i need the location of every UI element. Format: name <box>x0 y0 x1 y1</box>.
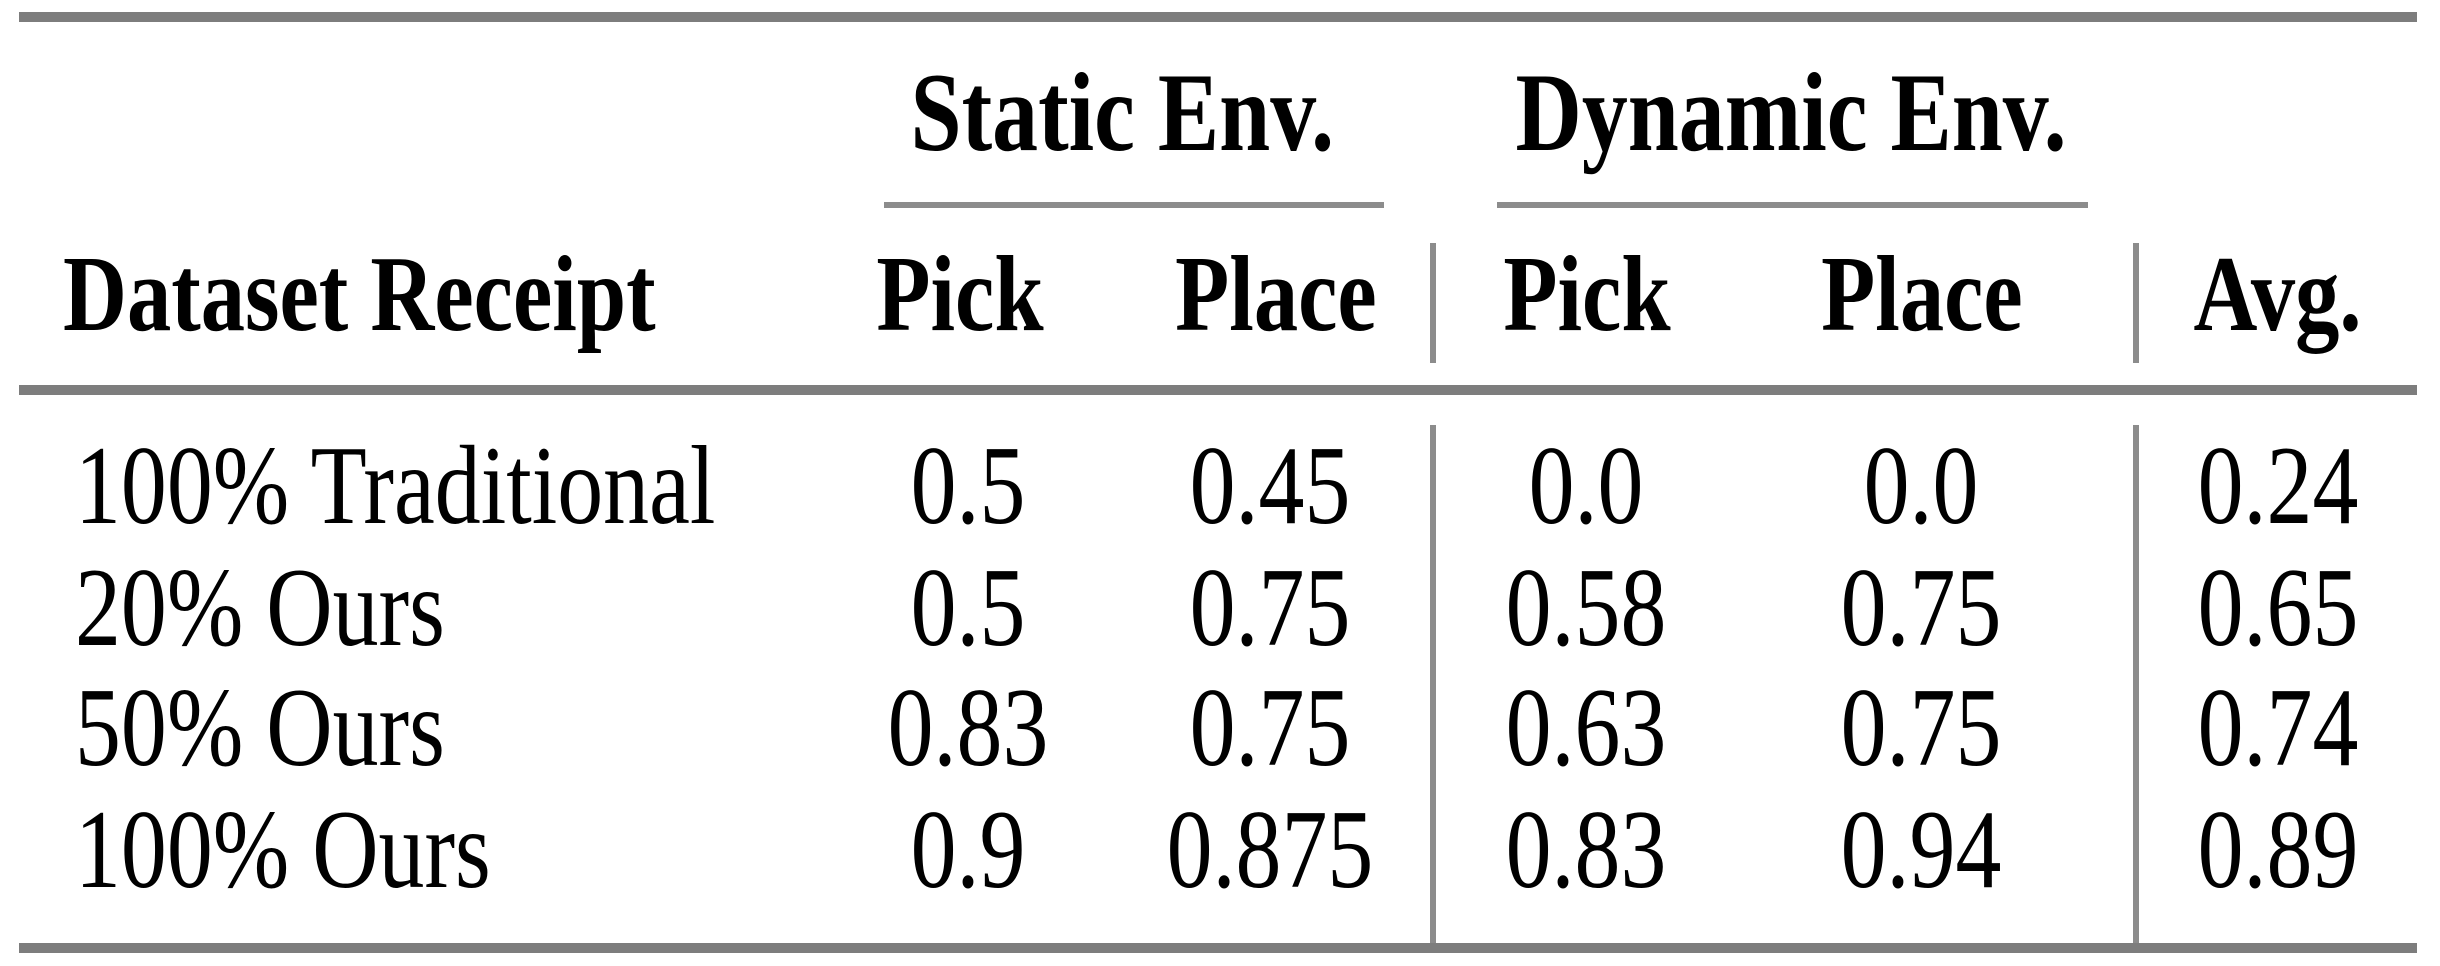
row-0-dynamic-place: 0.0 <box>1621 424 2221 548</box>
row-3-dynamic-place: 0.94 <box>1621 788 2221 912</box>
col-header-avg: Avg. <box>1977 235 2440 355</box>
col-header-dataset-receipt: Dataset Receipt <box>63 235 963 355</box>
row-3-static-place-value: 0.875 <box>1166 787 1374 912</box>
row-3-label: 100% Ours <box>75 788 975 912</box>
row-0-static-place-value: 0.45 <box>1189 423 1351 548</box>
header-body-rule <box>19 385 2417 395</box>
row-1-dynamic-place-value: 0.75 <box>1840 545 2002 670</box>
row-2-static-place: 0.75 <box>970 666 1570 790</box>
row-0-static-place: 0.45 <box>970 424 1570 548</box>
row-0-static-pick: 0.5 <box>668 424 1268 548</box>
row-2-label-text: 50% Ours <box>75 665 445 790</box>
col-header-dynamic-place: Place <box>1622 235 2222 355</box>
col-header-static-pick: Pick <box>660 235 1260 355</box>
top-rule <box>19 12 2417 22</box>
row-3-avg-value: 0.89 <box>2197 787 2359 912</box>
row-3-static-place: 0.875 <box>970 788 1570 912</box>
row-0-dynamic-pick-value: 0.0 <box>1528 423 1644 548</box>
row-1-dynamic-place: 0.75 <box>1621 546 2221 670</box>
col-header-dynamic-pick-label: Pick <box>1503 235 1671 354</box>
row-1-static-pick: 0.5 <box>668 546 1268 670</box>
col-header-static-place: Place <box>976 235 1576 355</box>
col-header-static-place-label: Place <box>1175 235 1377 354</box>
row-0-label-text: 100% Traditional <box>75 423 716 548</box>
row-2-static-pick: 0.83 <box>668 666 1268 790</box>
row-1-static-place-value: 0.75 <box>1189 545 1351 670</box>
row-0-avg: 0.24 <box>1978 424 2440 548</box>
row-3-dynamic-place-value: 0.94 <box>1840 787 2002 912</box>
row-1-label-text: 20% Ours <box>75 545 445 670</box>
bottom-rule <box>19 943 2417 953</box>
row-2-dynamic-place: 0.75 <box>1621 666 2221 790</box>
body-column-separator-1 <box>1430 425 1436 943</box>
header-column-separator-2 <box>2133 243 2139 363</box>
row-3-avg: 0.89 <box>1978 788 2440 912</box>
row-1-avg-value: 0.65 <box>2197 545 2359 670</box>
row-2-dynamic-place-value: 0.75 <box>1840 665 2002 790</box>
col-header-static-pick-label: Pick <box>876 235 1044 354</box>
col-header-dataset-receipt-label: Dataset Receipt <box>63 235 656 354</box>
row-1-static-pick-value: 0.5 <box>910 545 1026 670</box>
body-column-separator-2 <box>2133 425 2139 943</box>
row-2-avg-value: 0.74 <box>2197 665 2359 790</box>
row-2-static-pick-value: 0.83 <box>887 665 1049 790</box>
col-header-dynamic-place-label: Place <box>1821 235 2023 354</box>
dynamic-env-underline <box>1497 202 2088 208</box>
row-1-avg: 0.65 <box>1978 546 2440 670</box>
row-3-label-text: 100% Ours <box>75 787 491 912</box>
col-header-dynamic-pick: Pick <box>1287 235 1887 355</box>
group-header-dynamic-env: Dynamic Env. <box>1441 51 2141 175</box>
row-0-dynamic-place-value: 0.0 <box>1863 423 1979 548</box>
group-header-static-env-label: Static Env. <box>910 50 1334 175</box>
row-0-avg-value: 0.24 <box>2197 423 2359 548</box>
row-3-dynamic-pick-value: 0.83 <box>1505 787 1667 912</box>
row-2-avg: 0.74 <box>1978 666 2440 790</box>
row-2-dynamic-pick: 0.63 <box>1286 666 1886 790</box>
row-1-label: 20% Ours <box>75 546 975 670</box>
row-2-label: 50% Ours <box>75 666 975 790</box>
group-header-dynamic-env-label: Dynamic Env. <box>1515 50 2067 175</box>
row-2-static-place-value: 0.75 <box>1189 665 1351 790</box>
row-3-static-pick-value: 0.9 <box>910 787 1026 912</box>
row-1-static-place: 0.75 <box>970 546 1570 670</box>
row-0-static-pick-value: 0.5 <box>910 423 1026 548</box>
row-0-dynamic-pick: 0.0 <box>1286 424 1886 548</box>
row-3-dynamic-pick: 0.83 <box>1286 788 1886 912</box>
group-header-static-env: Static Env. <box>772 51 1472 175</box>
row-0-label: 100% Traditional <box>75 424 975 548</box>
header-column-separator-1 <box>1430 243 1436 363</box>
row-3-static-pick: 0.9 <box>668 788 1268 912</box>
row-2-dynamic-pick-value: 0.63 <box>1505 665 1667 790</box>
static-env-underline <box>884 202 1384 208</box>
row-1-dynamic-pick-value: 0.58 <box>1505 545 1667 670</box>
col-header-avg-label: Avg. <box>2192 235 2362 354</box>
row-1-dynamic-pick: 0.58 <box>1286 546 1886 670</box>
